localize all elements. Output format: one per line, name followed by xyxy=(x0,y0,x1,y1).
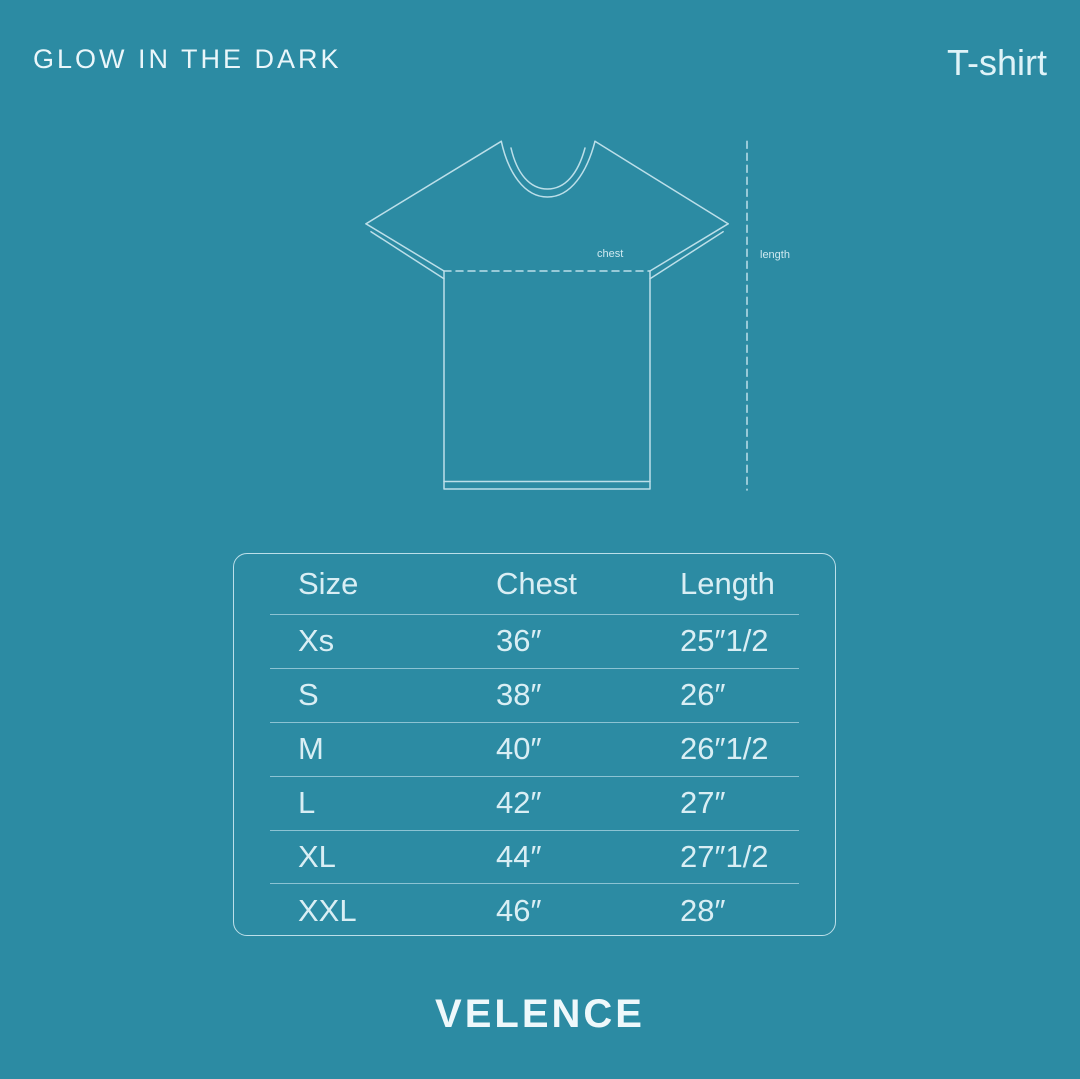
svg-text:length: length xyxy=(760,249,790,261)
svg-text:chest: chest xyxy=(597,248,623,260)
